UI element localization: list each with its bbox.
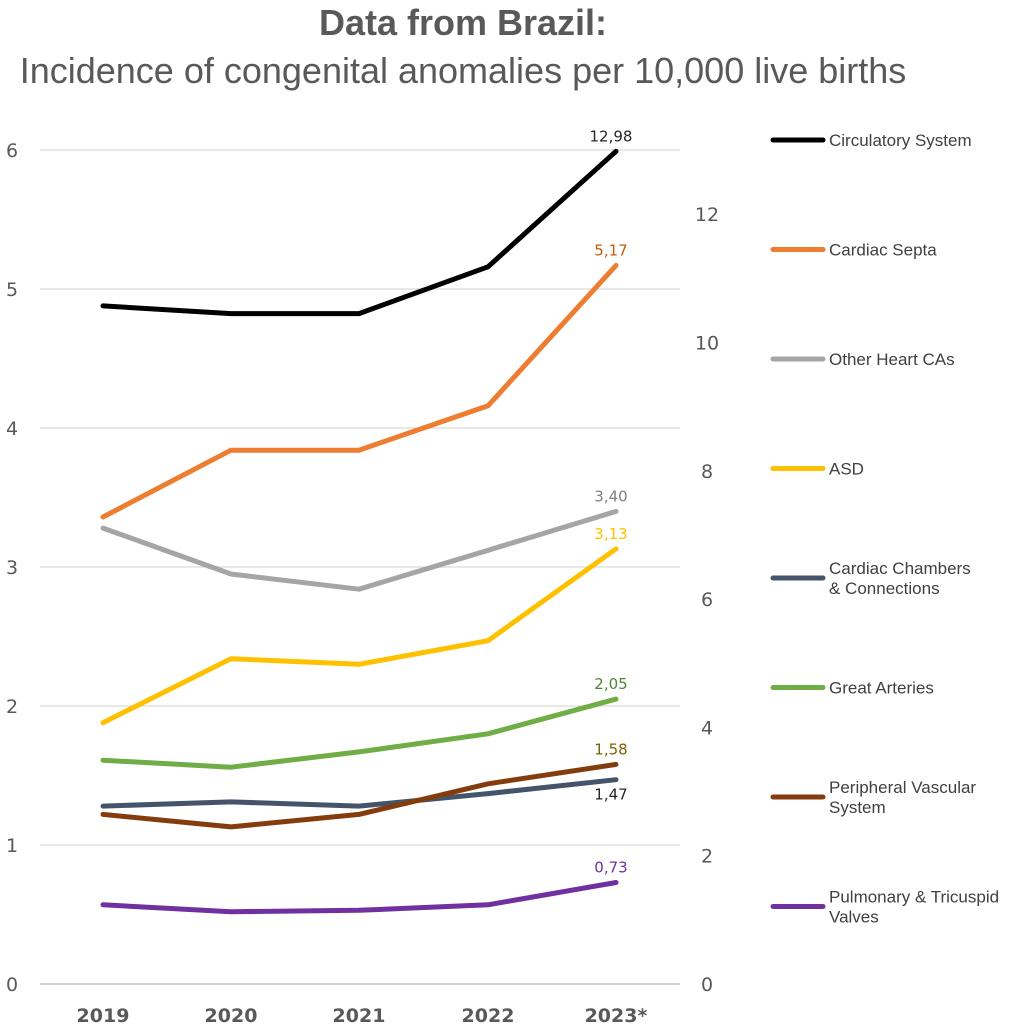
left-y-tick-label: 6 [6, 140, 18, 162]
right-y-axis: 0 2 4 6 8 10 12 [695, 204, 719, 996]
legend-label-cardiac-chambers-connections: & Connections [829, 579, 940, 598]
data-label-cardiac-septa: 5,17 [594, 241, 627, 259]
left-y-tick-label: 3 [6, 557, 18, 579]
data-label-cardiac-chambers-connections: 1,47 [594, 786, 627, 804]
legend-label-peripheral-vascular-system: Peripheral Vascular [829, 778, 976, 797]
data-label-asd: 3,13 [594, 525, 627, 543]
left-y-tick-label: 1 [6, 835, 18, 857]
legend-label-pulmonary-tricuspid-valves: Pulmonary & Tricuspid [829, 888, 999, 907]
series-line-pulmonary-tricuspid-valves [100, 880, 619, 915]
legend-label-peripheral-vascular-system: System [829, 798, 886, 817]
right-y-tick-label: 4 [701, 717, 713, 739]
right-y-tick-label: 12 [695, 204, 719, 226]
legend-label-great-arteries: Great Arteries [829, 679, 934, 698]
x-tick-label: 2020 [205, 1005, 258, 1027]
x-tick-label: 2019 [77, 1005, 130, 1027]
data-label-peripheral-vascular-system: 1,58 [594, 740, 627, 758]
legend-label-circulatory-system: Circulatory System [829, 131, 972, 150]
right-y-tick-label: 0 [701, 974, 713, 996]
right-y-tick-label: 6 [701, 589, 713, 611]
chart-title-line1: Data from Brazil: [318, 2, 608, 43]
data-label-other-heart-cas: 3,40 [594, 487, 627, 505]
series-lines [100, 148, 619, 915]
x-tick-label: 2022 [462, 1005, 515, 1027]
left-y-tick-label: 0 [6, 974, 18, 996]
series-line-circulatory-system [100, 148, 619, 317]
gridlines [40, 149, 680, 985]
series-line-asd [100, 546, 619, 726]
data-label-pulmonary-tricuspid-valves: 0,73 [594, 859, 627, 877]
legend-label-cardiac-chambers-connections: Cardiac Chambers [829, 559, 971, 578]
x-axis: 2019 2020 2021 2022 2023* [77, 1005, 648, 1027]
series-line-cardiac-septa [100, 262, 619, 520]
series-line-cardiac-chambers-connections [100, 777, 619, 809]
series-line-other-heart-cas [100, 508, 619, 592]
legend: Circulatory System Cardiac Septa Other Hea… [770, 131, 999, 927]
left-y-tick-label: 4 [6, 418, 18, 440]
chart-title-line2: Incidence of congenital anomalies per 10… [19, 50, 907, 91]
right-y-tick-label: 2 [701, 846, 713, 868]
legend-label-asd: ASD [829, 460, 864, 479]
data-label-great-arteries: 2,05 [594, 675, 627, 693]
series-line-great-arteries [100, 696, 619, 770]
legend-label-cardiac-septa: Cardiac Septa [829, 241, 937, 260]
right-y-tick-label: 8 [701, 461, 713, 483]
series-line-peripheral-vascular-system [100, 761, 619, 830]
legend-label-other-heart-cas: Other Heart CAs [829, 350, 955, 369]
data-label-circulatory-system: 12,98 [590, 127, 633, 145]
left-y-tick-label: 5 [6, 279, 18, 301]
x-tick-label: 2021 [333, 1005, 386, 1027]
left-y-axis: 0 1 2 3 4 5 6 [6, 140, 18, 996]
legend-label-pulmonary-tricuspid-valves: Valves [829, 908, 879, 927]
data-labels: 12,98 5,17 3,40 3,13 1,47 2,05 1,58 0,73 [590, 127, 633, 876]
left-y-tick-label: 2 [6, 696, 18, 718]
right-y-tick-label: 10 [695, 332, 719, 354]
x-tick-label: 2023* [585, 1005, 648, 1027]
